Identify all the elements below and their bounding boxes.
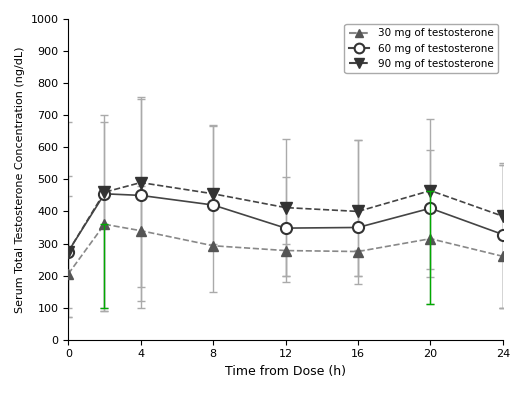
Legend: 30 mg of testosterone, 60 mg of testosterone, 90 mg of testosterone: 30 mg of testosterone, 60 mg of testoste… bbox=[344, 24, 498, 73]
X-axis label: Time from Dose (h): Time from Dose (h) bbox=[225, 365, 346, 378]
Y-axis label: Serum Total Testosterone Concentration (ng/dL): Serum Total Testosterone Concentration (… bbox=[15, 46, 25, 312]
